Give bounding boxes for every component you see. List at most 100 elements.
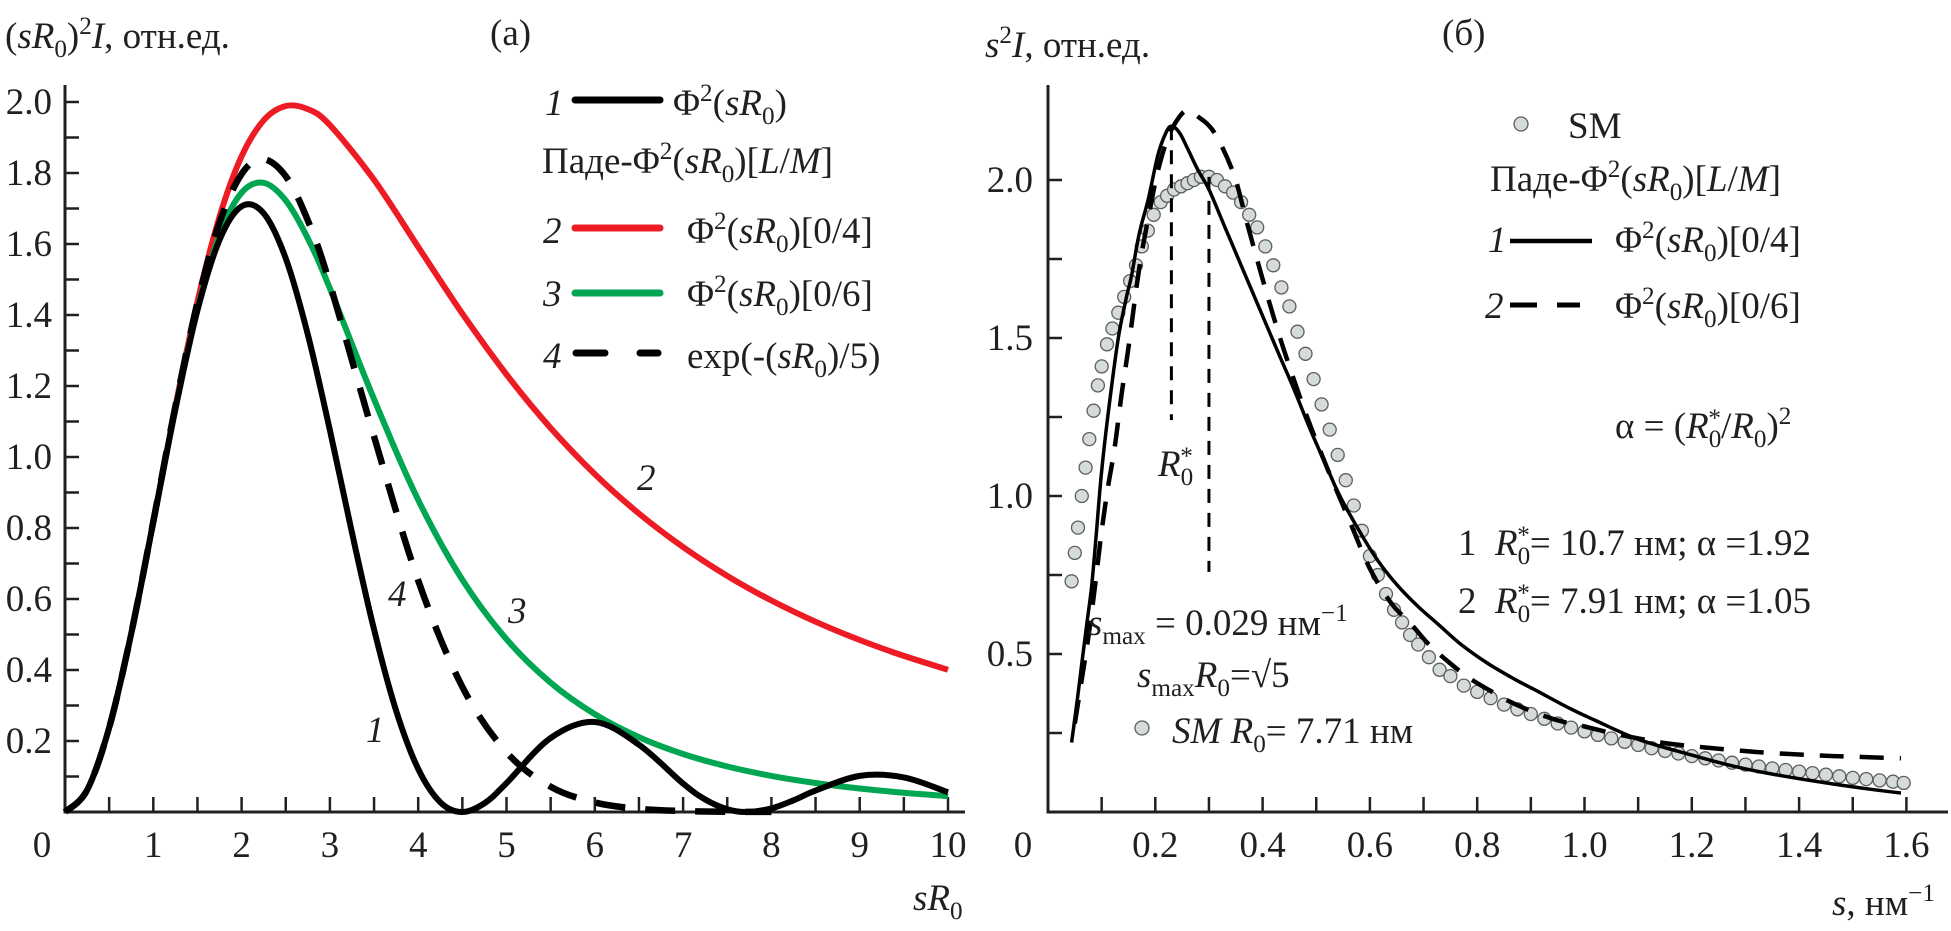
legend-number: 1 (545, 83, 564, 124)
plot-area (62, 102, 950, 816)
y-tick-label: 1.4 (6, 295, 52, 336)
y-tick-label: 0.6 (6, 579, 52, 620)
panel-a-label: (a) (490, 13, 531, 54)
panel-b-label: (б) (1442, 13, 1485, 54)
legend-label: Φ2(sR0)[0/4] (687, 208, 873, 258)
panel-b-annotations: α = (R0*/R0)2 1 R0*= 10.7 нм; α =1.92 2 … (1088, 403, 1811, 758)
x-tick-label: 0.2 (1132, 825, 1178, 866)
sm-point (1432, 662, 1447, 677)
sm-point (1818, 767, 1834, 782)
legend-entry-1: 1 Φ2(sR0) (545, 80, 787, 130)
sm-point (1338, 473, 1353, 488)
x-tick-label: 5 (497, 825, 516, 866)
sm-point (1346, 498, 1361, 513)
y-tick-label: 2.0 (6, 82, 52, 123)
curve-label-3: 3 (507, 591, 527, 632)
panel-a-plot: 0.2 0.4 0.6 0.8 1.0 1.2 1.4 1.6 1.8 2.0 0 1 2 3 4 5 6 7 8 9… (6, 82, 967, 866)
rstar-marker-label: R0* (1157, 443, 1193, 491)
sm-point (1306, 371, 1321, 387)
sm-point (1242, 207, 1257, 222)
legend-entry-3: 3 Φ2(sR0)[0/6] (542, 271, 873, 321)
x-tick-label: 3 (321, 825, 340, 866)
x-tick-label: 2 (232, 825, 251, 866)
sm-point (1290, 324, 1305, 339)
panel-a-x-axis-title: sR0 (913, 878, 963, 925)
x-tick-label: 7 (674, 825, 693, 866)
sm-point (1105, 321, 1120, 336)
x-tick-label: 1 (144, 825, 163, 866)
curve-label-2: 2 (637, 458, 656, 499)
sm-point (1258, 239, 1273, 254)
legend-label: Φ2(sR0)[0/6] (687, 271, 873, 321)
legend-label: Φ2(sR0) (673, 80, 787, 130)
sm-point (1563, 720, 1579, 735)
sm-point (1896, 775, 1911, 791)
x-tick-label: 6 (586, 825, 605, 866)
legend-entry-1: 1 Φ2(sR0)[0/4] (1488, 217, 1801, 267)
sm-point (1078, 460, 1093, 475)
alpha-definition: α = (R0*/R0)2 (1615, 403, 1791, 453)
curve-2-dashed (1072, 108, 1902, 761)
sm-point (1805, 765, 1820, 781)
sm-point (1456, 678, 1471, 693)
legend-entry-sm: SM (1513, 106, 1621, 147)
sm-point (1094, 359, 1109, 374)
panel-a-curve-labels: 2 3 4 1 (366, 458, 656, 751)
panel-a-y-axis-title: (sR0)2I, отн.ед. (5, 13, 230, 63)
legend-entry-2: 2 Φ2(sR0)[0/4] (543, 208, 873, 258)
legend-label: Φ2(sR0)[0/6] (1615, 283, 1801, 333)
x-tick-label: 0.4 (1239, 825, 1285, 866)
sm-point (1067, 545, 1082, 561)
sm-point (1394, 615, 1410, 630)
sm-point (1146, 207, 1161, 222)
sm-point (1099, 337, 1115, 352)
y-tick-label: 0.2 (6, 721, 52, 762)
x-tick-label: 0.6 (1347, 825, 1393, 866)
sm-point (1859, 771, 1874, 787)
legend-label: exp(-(sR0)/5) (687, 336, 880, 383)
sm-point (1314, 397, 1329, 412)
x-tick-label: 8 (762, 825, 781, 866)
x-tick-label: 0.8 (1454, 825, 1500, 866)
y-tick-label: 1.5 (987, 318, 1033, 359)
panel-a-legend: 1 Φ2(sR0) Паде-Φ2(sR0)[L/M] 2 Φ2(sR0)[0/… (542, 80, 880, 383)
sm-point (1074, 488, 1089, 504)
fit-result-1: 1 R0*= 10.7 нм; α =1.92 (1458, 522, 1811, 570)
x-tick-label: 1.0 (1561, 825, 1607, 866)
y-tick-label: 0.4 (6, 650, 52, 691)
legend-header: Паде-Φ2(sR0)[L/M] (542, 138, 833, 188)
sm-point (1402, 627, 1418, 643)
x-tick-label: 1.6 (1883, 825, 1929, 866)
legend-header: Паде-Φ2(sR0)[L/M] (1490, 156, 1781, 206)
legend-number: 4 (543, 336, 562, 377)
sm-point (1064, 574, 1079, 589)
y-tick-label: 1.2 (6, 366, 52, 407)
sm-point (1483, 691, 1498, 706)
sm-r0-annotation: SM R0= 7.71 нм (1172, 711, 1413, 758)
sm-point (1274, 280, 1289, 295)
sm-point (1832, 769, 1847, 784)
sm-point (1872, 773, 1887, 788)
sm-point (1421, 650, 1437, 665)
sm-point (1845, 770, 1860, 786)
y-tick-label: 1.6 (6, 224, 52, 265)
smax-r0-annotation: smaxR0=√5 (1137, 655, 1290, 702)
x-tick-label: 0 (33, 825, 52, 866)
x-tick-label: 1.4 (1776, 825, 1822, 866)
sm-point (1604, 731, 1619, 746)
legend-number: 3 (542, 274, 562, 315)
legend-number: 2 (1485, 286, 1504, 327)
y-tick-label: 0.8 (6, 508, 52, 549)
legend-label: Φ2(sR0)[0/4] (1615, 217, 1801, 267)
curve-4-dashed (62, 155, 772, 816)
x-tick-label: 1.2 (1669, 825, 1715, 866)
x-tick-label: 4 (409, 825, 428, 866)
smax-annotation: smax = 0.029 нм−1 (1088, 600, 1348, 650)
x-tick-label: 0 (1014, 825, 1033, 866)
panel-b-plot: 0.5 1.0 1.5 2.0 0 0.2 0.4 0.6 0.8 1.0 1.2 1.4 1.6 (987, 85, 1948, 866)
sm-point (1082, 431, 1097, 447)
plot-area (1064, 108, 1911, 795)
legend-number: 2 (543, 211, 562, 252)
legend-entry-4: 4 exp(-(sR0)/5) (543, 336, 880, 383)
